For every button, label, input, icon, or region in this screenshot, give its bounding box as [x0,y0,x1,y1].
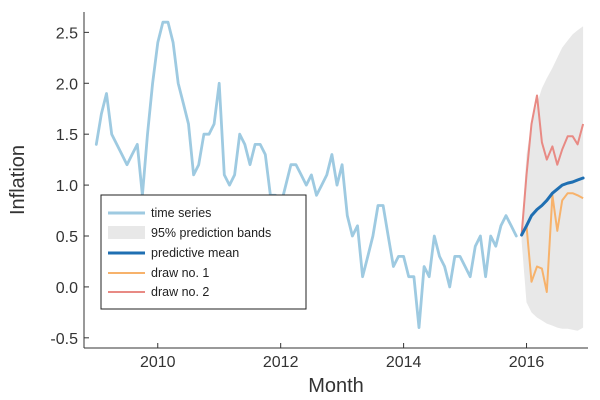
legend-label-draw-2: draw no. 2 [151,285,209,299]
x-tick-label-2012: 2012 [263,354,299,371]
draw-2-line [520,94,585,236]
y-tick-label-0.0: 0.0 [56,280,78,297]
y-tick-label-1.0: 1.0 [56,178,78,195]
legend-label-time-series: time series [151,206,211,220]
prediction-band-layer [521,26,584,331]
y-tick-label-2.5: 2.5 [56,25,78,42]
axes [83,12,588,349]
x-tick-label-2010: 2010 [140,354,176,371]
y-tick-label-1.5: 1.5 [56,127,78,144]
x-tick-label-2014: 2014 [386,354,422,371]
y-axis-label: Inflation [7,145,29,215]
legend-label-draw-1: draw no. 1 [151,266,209,280]
y-tick-label-2.0: 2.0 [56,76,78,93]
legend-label-prediction-bands: 95% prediction bands [151,226,271,240]
y-ticks: -0.5 0.0 0.5 1.0 1.5 2.0 2.5 [50,25,89,348]
legend-swatch-prediction-bands [108,226,145,239]
series-lines-layer [94,20,585,330]
x-tick-label-2016: 2016 [509,354,545,371]
time-series-line [94,20,518,330]
x-ticks: 2010 2012 2014 2016 [140,343,544,371]
legend: time series 95% prediction bands predict… [100,194,307,310]
y-tick-label-0.5: 0.5 [56,229,78,246]
x-axis-label: Month [308,375,364,397]
legend-label-predictive-mean: predictive mean [151,246,239,260]
prediction-band [521,26,584,331]
y-tick-label--0.5: -0.5 [50,331,78,348]
predictive-mean-line [520,176,585,237]
